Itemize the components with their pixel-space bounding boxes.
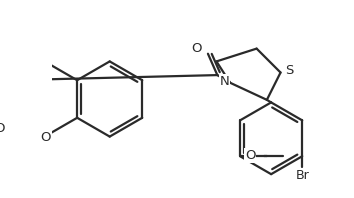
Text: S: S xyxy=(285,64,293,77)
Text: O: O xyxy=(245,149,256,162)
Text: O: O xyxy=(40,131,51,144)
Text: N: N xyxy=(219,75,229,88)
Text: O: O xyxy=(192,42,202,55)
Text: O: O xyxy=(0,122,5,135)
Text: Br: Br xyxy=(295,168,309,182)
